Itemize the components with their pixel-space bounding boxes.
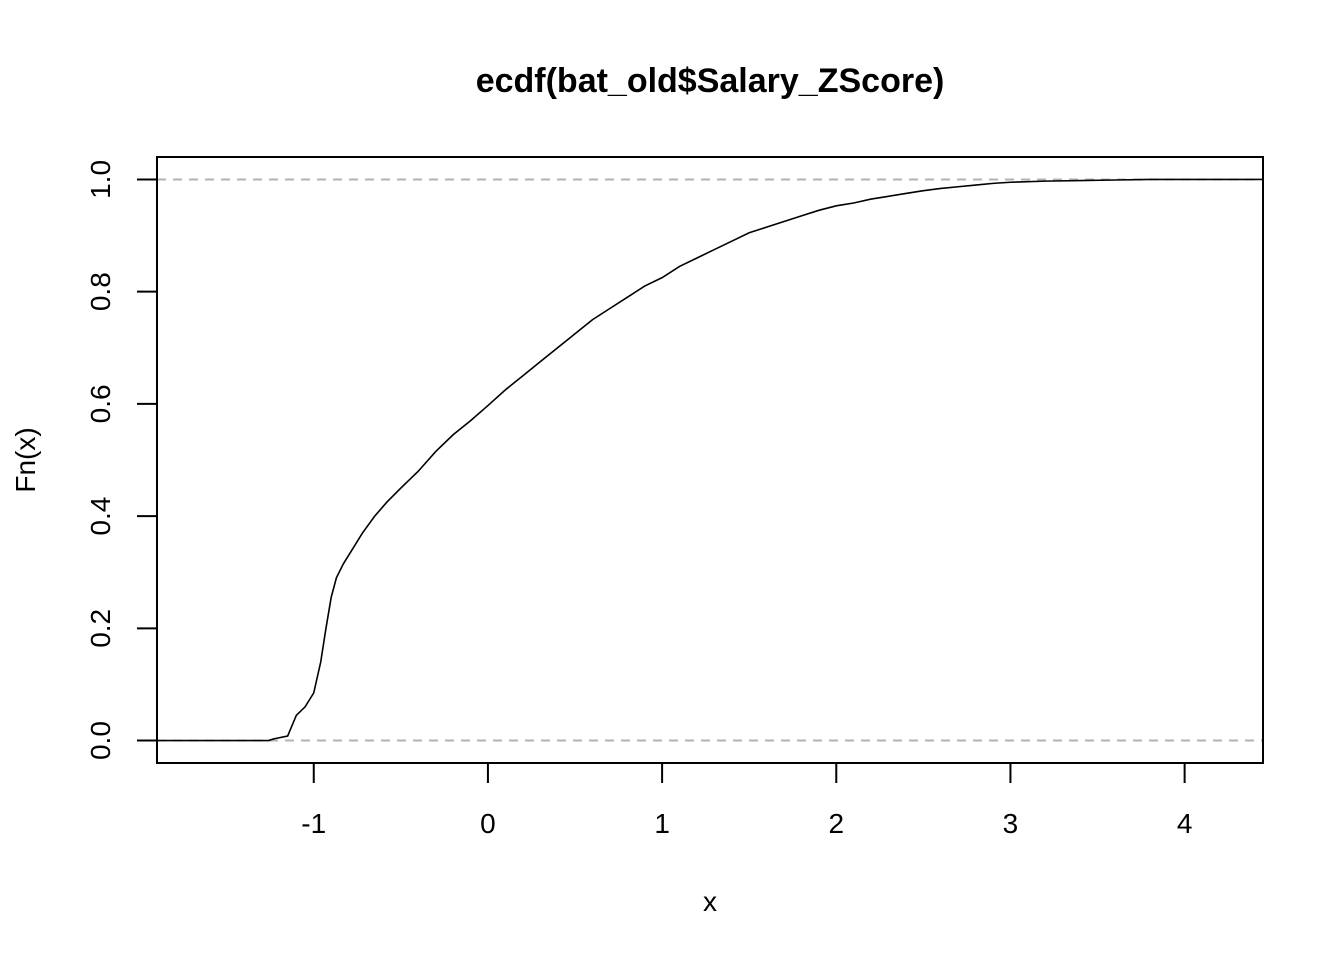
plot-frame (156, 156, 1264, 764)
y-axis-label: Fn(x) (10, 427, 41, 492)
x-tick-label: 1 (654, 808, 670, 839)
x-tick-label: 0 (480, 808, 496, 839)
y-tick-label: 1.0 (85, 160, 116, 199)
y-tick-label: 0.0 (85, 721, 116, 760)
y-tick-label: 0.2 (85, 609, 116, 648)
x-tick-label: 4 (1177, 808, 1193, 839)
x-tick-label: -1 (301, 808, 326, 839)
y-tick-label: 0.4 (85, 497, 116, 536)
x-tick-label: 3 (1003, 808, 1019, 839)
chart-title: ecdf(bat_old$Salary_ZScore) (476, 62, 945, 100)
x-axis: -1 0 1 2 3 4 (301, 763, 1192, 839)
x-tick-label: 2 (828, 808, 844, 839)
y-tick-label: 0.6 (85, 384, 116, 423)
ecdf-curve (157, 178, 1263, 742)
reference-lines (157, 178, 1263, 742)
y-tick-label: 0.8 (85, 272, 116, 311)
x-axis-label: x (703, 886, 717, 917)
y-axis: 0.0 0.2 0.4 0.6 0.8 1.0 (85, 160, 157, 760)
